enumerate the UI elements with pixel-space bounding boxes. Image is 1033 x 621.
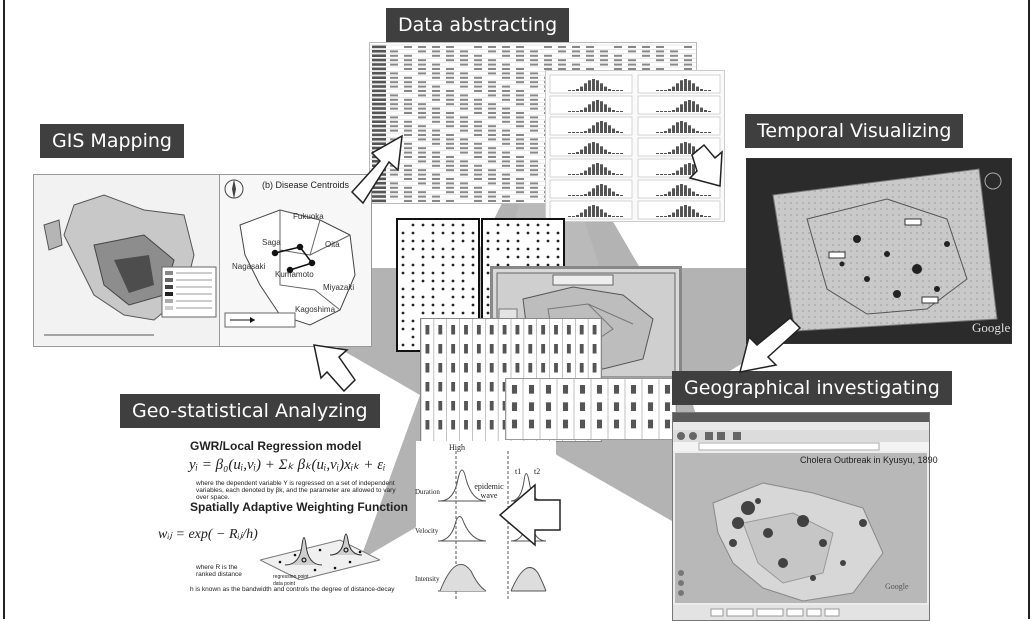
place-oita: Oita: [325, 240, 340, 249]
arrow-stat-to-gis: [313, 344, 356, 393]
epidemic-t2-label: t2: [534, 467, 541, 476]
gwr-formula: yᵢ = β₀(uᵢ,vᵢ) + Σₖ βₖ(uᵢ,vᵢ)xᵢₖ + εᵢ: [189, 457, 386, 473]
arrow-geo-to-stat: [498, 483, 561, 547]
legend-data-point: data point: [273, 581, 295, 587]
weighting-function-title: Spatially Adaptive Weighting Function: [190, 500, 409, 514]
place-nagasaki: Nagasaki: [232, 262, 266, 271]
label-data-abstracting: Data abstracting: [386, 8, 570, 42]
bandwidth-note: h is known as the bandwidth and controls…: [190, 586, 395, 593]
place-kagoshima: Kagoshima: [295, 305, 336, 314]
label-geographical-investigating: Geographical investigating: [672, 371, 952, 405]
temporal-globe-view: [746, 158, 1012, 344]
place-miyazaki: Miyazaki: [323, 283, 355, 292]
gis-map-a: [33, 174, 221, 347]
kernel-surface-plot: [260, 533, 380, 580]
browser-window: [672, 412, 930, 621]
label-gis-mapping: GIS Mapping: [40, 124, 184, 158]
epidemic-intensity-label: Intensity: [415, 575, 440, 583]
epidemic-wave-label: epidemic wave: [474, 482, 504, 500]
scanned-register-right: [505, 378, 677, 440]
browser-map-title: Cholera Outbreak in Kyusyu, 1890: [800, 455, 938, 465]
gwr-description: where the dependent variable Y is regres…: [196, 480, 396, 501]
scanned-table-left: [396, 218, 480, 352]
place-saga: Saga: [262, 238, 281, 247]
temporal-google-logo: Google: [972, 320, 1011, 335]
figure-frame: [3, 0, 1030, 619]
epidemic-t1-label: t1: [515, 467, 522, 476]
place-kumamoto: Kumamoto: [275, 270, 314, 279]
label-temporal-visualizing: Temporal Visualizing: [745, 114, 964, 148]
epidemic-high-label: High: [449, 443, 465, 452]
weighting-formula: wᵢⱼ = exp( − Rᵢⱼ/h): [158, 527, 258, 542]
ranked-distance-note: where R is the ranked distance: [196, 564, 242, 578]
epidemic-duration-label: Duration: [415, 488, 440, 496]
browser-google-logo: Google: [885, 582, 909, 591]
gis-map-b-title: (b) Disease Centroids: [262, 180, 350, 190]
gwr-model-title: GWR/Local Regression model: [190, 439, 362, 453]
label-geo-statistical-analyzing: Geo-statistical Analyzing: [120, 394, 380, 428]
arrow-temporal-to-geo: [738, 316, 802, 373]
arrow-gis-to-data: [350, 134, 403, 205]
legend-regression-point: regression point: [273, 574, 309, 580]
gis-map-b: [219, 174, 372, 347]
epidemic-velocity-label: Velocity: [415, 527, 439, 535]
place-fukuoka: Fukuoka: [293, 212, 324, 221]
arrow-data-to-temporal: [688, 143, 723, 187]
